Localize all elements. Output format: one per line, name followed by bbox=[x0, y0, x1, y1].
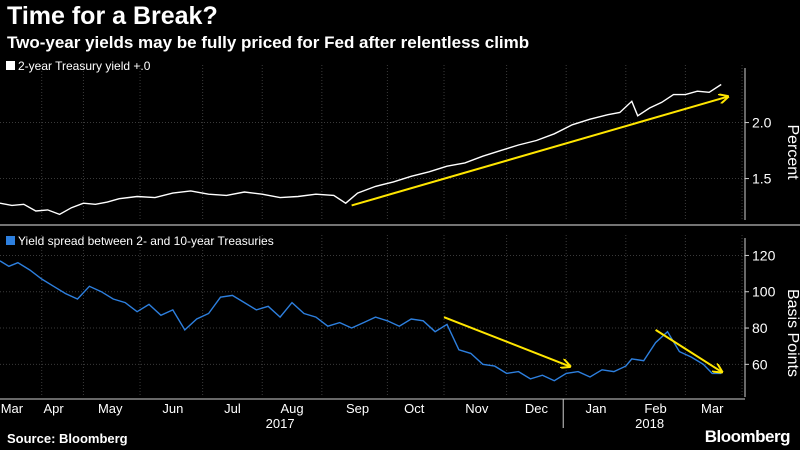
source-note: Source: Bloomberg bbox=[7, 431, 128, 446]
x-year-label: 2017 bbox=[266, 416, 295, 431]
x-tick-label: Dec bbox=[525, 401, 549, 416]
x-tick-label: Sep bbox=[346, 401, 369, 416]
x-tick-label: Jun bbox=[162, 401, 183, 416]
bottom-ytick-label: 100 bbox=[752, 284, 776, 300]
top-ytick-label: 2.0 bbox=[752, 115, 772, 131]
bottom-legend-label: Yield spread between 2- and 10-year Trea… bbox=[18, 234, 274, 248]
x-tick-label: Mar bbox=[701, 401, 724, 416]
top-legend-label: 2-year Treasury yield +.0 bbox=[18, 59, 151, 73]
x-tick-label: Oct bbox=[404, 401, 425, 416]
x-tick-label: Mar bbox=[1, 401, 24, 416]
x-tick-label: Apr bbox=[44, 401, 65, 416]
bottom-annotation-arrows bbox=[443, 316, 722, 372]
top-legend-swatch bbox=[6, 61, 15, 70]
chart-title: Time for a Break? bbox=[7, 2, 218, 30]
top-y-axis-label: Percent bbox=[784, 124, 800, 180]
bottom-ytick-label: 120 bbox=[752, 247, 776, 263]
bottom-gridlines bbox=[0, 235, 745, 397]
x-tick-label: Feb bbox=[644, 401, 666, 416]
top-y-ticks: 1.5 2.0 bbox=[744, 68, 772, 220]
x-tick-label: Jul bbox=[224, 401, 241, 416]
top-annotation-arrows bbox=[351, 97, 727, 207]
x-tick-label: May bbox=[98, 401, 123, 416]
bloomberg-logo: Bloomberg bbox=[704, 427, 791, 446]
top-ytick-label: 1.5 bbox=[752, 171, 772, 187]
chart-subtitle: Two-year yields may be fully priced for … bbox=[7, 33, 530, 52]
bottom-y-axis-label: Basis Points bbox=[784, 289, 800, 377]
x-tick-label: Aug bbox=[280, 401, 303, 416]
bottom-panel: Yield spread between 2- and 10-year Trea… bbox=[0, 234, 800, 431]
x-year-label: 2018 bbox=[635, 416, 664, 431]
bottom-ytick-label: 60 bbox=[752, 356, 768, 372]
top-panel: 2-year Treasury yield +.0 1.5 2.0 Percent bbox=[0, 59, 800, 220]
x-axis-ticks: Mar Apr May Jun Jul Aug Sep Oct Nov Dec Jan Feb Mar 2… bbox=[1, 399, 724, 431]
yield-series-line bbox=[0, 83, 722, 216]
bottom-trend-arrow bbox=[443, 316, 569, 366]
bottom-legend-swatch bbox=[6, 236, 15, 245]
x-tick-label: Nov bbox=[465, 401, 489, 416]
bottom-y-ticks: 60 80 100 120 bbox=[744, 238, 776, 397]
top-trend-arrow bbox=[351, 97, 727, 207]
bottom-trend-arrow bbox=[655, 329, 722, 372]
x-tick-label: Jan bbox=[586, 401, 607, 416]
top-gridlines bbox=[0, 65, 745, 220]
bottom-ytick-label: 80 bbox=[752, 320, 768, 336]
spread-series-line bbox=[0, 260, 722, 382]
